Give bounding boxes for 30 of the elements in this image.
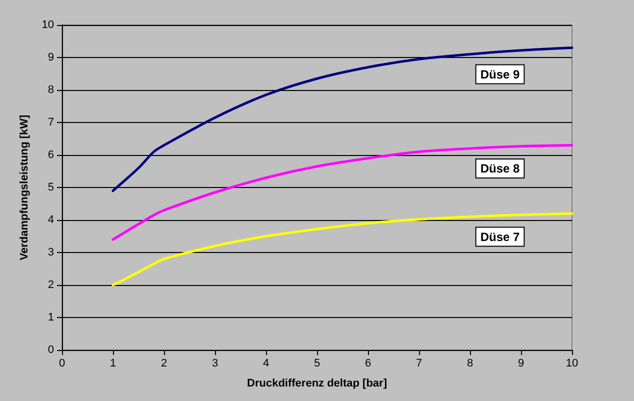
x-tick-label: 8 (466, 358, 474, 370)
x-tick-label: 7 (416, 358, 422, 370)
x-tick-label: 3 (212, 358, 218, 370)
y-tick-label: 10 (42, 19, 54, 31)
line-series (112, 46, 574, 192)
y-tick-label: 0 (48, 344, 54, 356)
y-tick-label: 6 (48, 149, 54, 161)
y-axis-title: Verdampfungsleistung [kW] (18, 114, 30, 260)
x-tick-label: 5 (314, 358, 320, 370)
x-tick-label: 0 (58, 358, 66, 370)
line-series (112, 144, 574, 241)
x-tick-label: 2 (160, 358, 168, 370)
series-label: Düse 8 (480, 162, 520, 176)
line-series (112, 212, 574, 286)
y-tick-label: 8 (48, 84, 54, 96)
series-label: Düse 7 (480, 230, 520, 244)
y-tick-label: 5 (48, 182, 54, 194)
x-tick-label: 1 (110, 358, 116, 370)
y-tick-label: 3 (48, 246, 54, 258)
y-tick-label: 1 (48, 312, 54, 324)
x-tick-label: 4 (262, 358, 270, 370)
x-tick-label: 6 (364, 358, 372, 370)
y-tick-label: 4 (48, 214, 54, 226)
x-tick-label: 9 (518, 358, 524, 370)
x-axis-title: Druckdifferenz deltap [bar] (247, 378, 388, 390)
series-label: Düse 9 (480, 67, 520, 82)
y-tick-label: 2 (48, 279, 54, 291)
y-tick-label: 9 (48, 52, 54, 64)
y-tick-label: 7 (48, 116, 54, 128)
x-tick-label: 10 (566, 358, 578, 370)
